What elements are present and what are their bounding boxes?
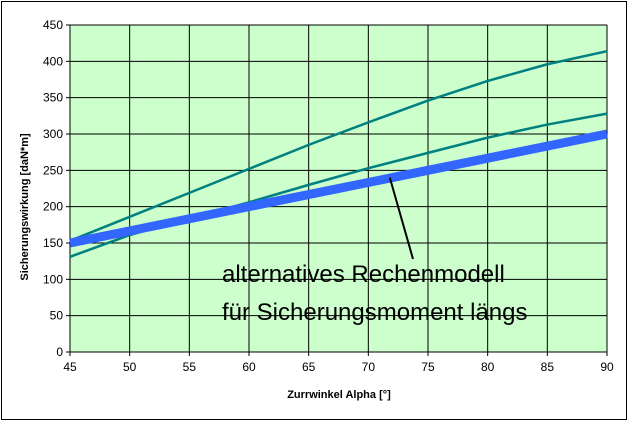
x-tick-label: 55 (183, 360, 197, 374)
x-tick-label: 85 (541, 360, 555, 374)
series-group (69, 49, 608, 258)
y-tick-label: 450 (43, 18, 63, 32)
y-tick-label: 50 (50, 309, 64, 323)
y-tick-label: 400 (43, 54, 63, 68)
y-tick-label: 150 (43, 236, 63, 250)
x-tick-label: 60 (242, 360, 256, 374)
y-tick-label: 300 (43, 127, 63, 141)
x-axis-title: Zurrwinkel Alpha [°] (287, 389, 391, 401)
y-tick-label: 250 (43, 163, 63, 177)
callout-arrow (388, 177, 414, 260)
y-axis-title: Sicherungswirkung [daN*m] (19, 133, 31, 281)
series-line-3 (69, 129, 608, 248)
x-tick-label: 90 (600, 360, 614, 374)
x-tick-label: 80 (481, 360, 495, 374)
x-tick-label: 45 (63, 360, 77, 374)
x-tick-label: 75 (421, 360, 435, 374)
callout-line-1: alternatives Rechenmodell (222, 261, 505, 288)
x-tick-label: 70 (362, 360, 376, 374)
y-tick-label: 0 (56, 345, 63, 359)
x-tick-label: 65 (302, 360, 316, 374)
series-line-1 (69, 49, 608, 242)
y-tick-label: 350 (43, 91, 63, 105)
callout-line-2: für Sicherungsmoment längs (222, 299, 527, 326)
tick-labels: 45 50 55 60 65 70 75 80 85 90 0 50 100 150 200 250 300 35… (43, 18, 614, 374)
y-tick-label: 200 (43, 200, 63, 214)
x-tick-label: 50 (123, 360, 137, 374)
grid-lines (66, 24, 608, 356)
y-tick-label: 100 (43, 272, 63, 286)
